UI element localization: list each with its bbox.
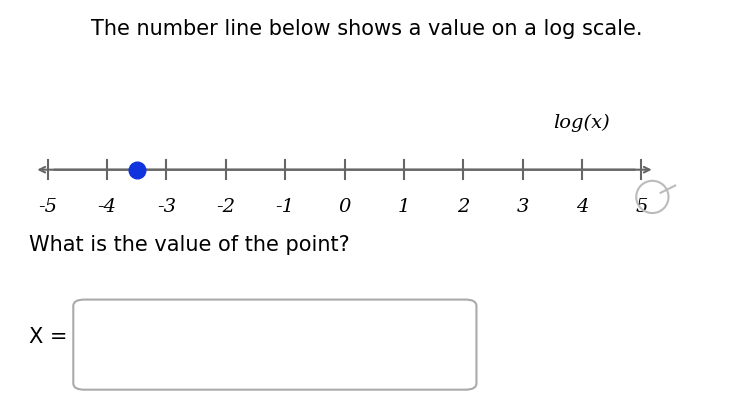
Text: 1: 1 <box>398 198 410 216</box>
Text: X =: X = <box>29 327 68 347</box>
Text: What is the value of the point?: What is the value of the point? <box>29 235 350 255</box>
Text: -3: -3 <box>157 198 176 216</box>
FancyBboxPatch shape <box>73 300 476 390</box>
Text: log(x): log(x) <box>553 114 611 132</box>
Text: 2: 2 <box>457 198 469 216</box>
Text: 0: 0 <box>339 198 350 216</box>
Text: 5: 5 <box>636 198 647 216</box>
Text: The number line below shows a value on a log scale.: The number line below shows a value on a… <box>91 19 642 39</box>
Text: -2: -2 <box>216 198 235 216</box>
Text: -5: -5 <box>38 198 57 216</box>
Text: -4: -4 <box>97 198 117 216</box>
Text: 4: 4 <box>576 198 588 216</box>
Text: -1: -1 <box>276 198 295 216</box>
Text: 3: 3 <box>517 198 528 216</box>
